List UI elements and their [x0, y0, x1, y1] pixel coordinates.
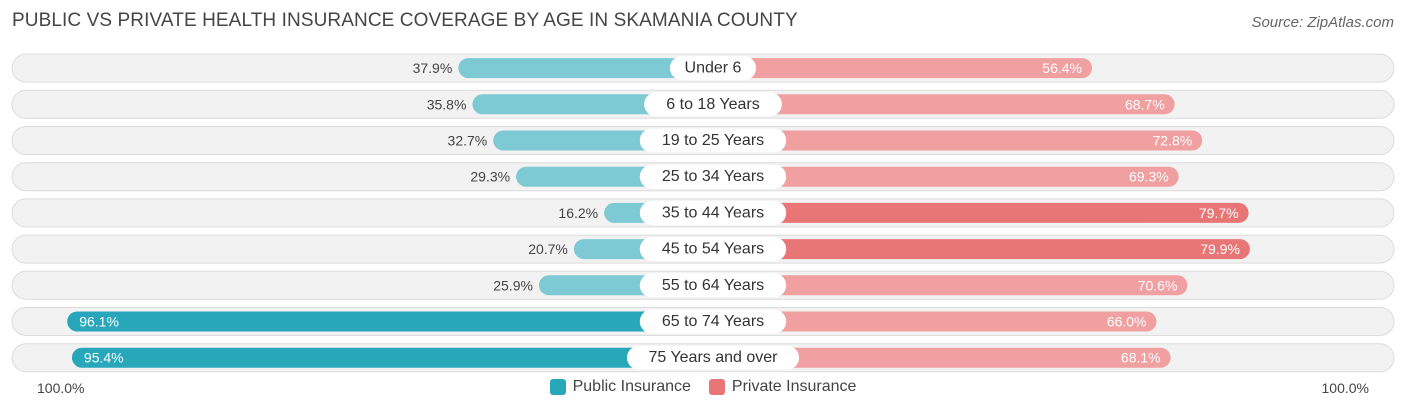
data-label-private: 56.4%	[1042, 60, 1082, 76]
legend-item-public: Public Insurance	[549, 378, 691, 396]
data-label-public: 20.7%	[528, 241, 568, 257]
legend-swatch-public	[549, 379, 566, 395]
data-label-private: 79.9%	[1200, 241, 1240, 257]
data-label-private: 68.1%	[1121, 350, 1161, 366]
data-label-private: 72.8%	[1153, 133, 1193, 149]
data-label-public: 96.1%	[79, 314, 119, 330]
category-label-background	[639, 164, 787, 189]
category-label-background	[669, 56, 757, 81]
axis-right-label: 100.0%	[1321, 380, 1369, 396]
category-label-background	[639, 237, 787, 262]
source-credit: Source: ZipAtlas.com	[1251, 14, 1394, 31]
category-label: 45 to 54 Years	[662, 241, 764, 258]
data-label-public: 29.3%	[470, 169, 510, 185]
axis-left-label: 100.0%	[37, 380, 85, 396]
category-label-background	[639, 273, 787, 298]
bar-private	[713, 275, 1188, 296]
data-label-private: 70.6%	[1138, 277, 1178, 293]
category-label-background	[639, 309, 787, 334]
legend-label-private: Private Insurance	[731, 378, 857, 395]
category-label-background	[626, 345, 800, 370]
data-label-public: 16.2%	[558, 205, 598, 221]
category-label: 25 to 34 Years	[662, 168, 764, 185]
bar-public	[458, 58, 713, 79]
data-label-private: 68.7%	[1125, 96, 1165, 112]
data-label-public: 35.8%	[427, 96, 467, 112]
bar-public	[71, 347, 714, 368]
legend-swatch-private	[708, 379, 725, 395]
category-label-background	[644, 92, 782, 117]
category-label: 6 to 18 Years	[666, 96, 759, 113]
category-label-background	[639, 128, 787, 153]
chart-title: PUBLIC VS PRIVATE HEALTH INSURANCE COVER…	[12, 10, 798, 31]
category-label: 65 to 74 Years	[662, 313, 764, 330]
diverging-bar-chart: 37.9% 56.4% Under 6 35.8% 68.7% 6 to 18 Years…	[11, 53, 1395, 373]
category-label-background	[639, 200, 787, 225]
data-label-private: 69.3%	[1129, 169, 1169, 185]
bar-private	[713, 166, 1179, 187]
data-label-public: 95.4%	[84, 350, 124, 366]
bar-public	[67, 311, 713, 332]
data-label-public: 37.9%	[413, 60, 453, 76]
bar-private	[713, 347, 1171, 368]
legend: Public Insurance Private Insurance	[0, 378, 1406, 396]
category-label: 55 to 64 Years	[662, 277, 764, 294]
category-label: Under 6	[685, 60, 742, 77]
data-label-public: 25.9%	[493, 277, 533, 293]
category-label: 19 to 25 Years	[662, 132, 764, 149]
data-label-private: 79.7%	[1199, 205, 1239, 221]
bar-private	[713, 94, 1175, 115]
bar-private	[713, 239, 1250, 260]
legend-item-private: Private Insurance	[708, 378, 857, 396]
data-label-public: 32.7%	[448, 133, 488, 149]
data-label-private: 66.0%	[1107, 314, 1147, 330]
category-label: 35 to 44 Years	[662, 204, 764, 221]
bar-private	[713, 58, 1093, 79]
bar-private	[713, 311, 1157, 332]
bar-private	[713, 202, 1249, 223]
category-label: 75 Years and over	[649, 349, 779, 366]
legend-label-public: Public Insurance	[572, 378, 691, 395]
bar-private	[713, 130, 1203, 151]
